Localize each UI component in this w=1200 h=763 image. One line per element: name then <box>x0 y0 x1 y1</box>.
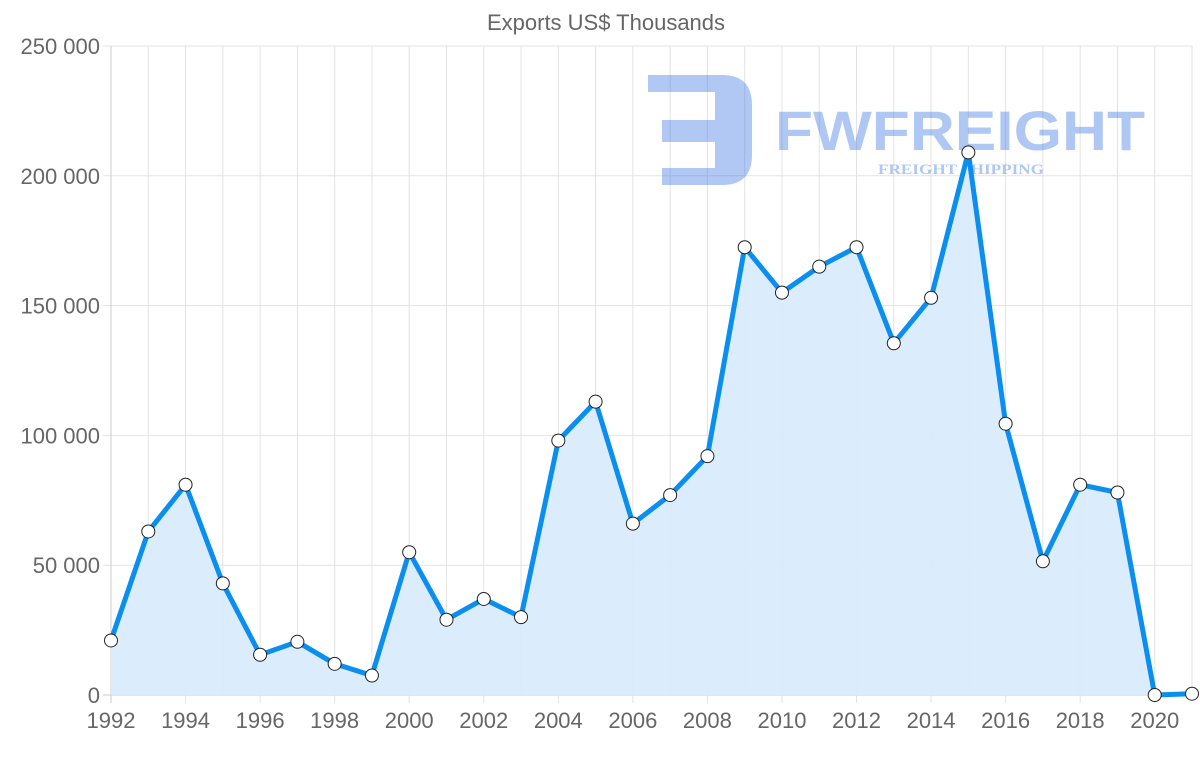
data-point-2008[interactable] <box>700 449 715 464</box>
x-tick-label: 2006 <box>608 708 657 733</box>
y-tick-label: 50 000 <box>33 553 100 578</box>
data-point-2015[interactable] <box>961 145 976 160</box>
data-point-1995[interactable] <box>215 576 230 591</box>
data-point-2014[interactable] <box>924 290 939 305</box>
data-point-2013[interactable] <box>886 336 901 351</box>
x-axis: 1992 1994 1996 1998 2000 2002 2004 2006 2008 2010… <box>87 708 1180 733</box>
watermark-brand: FWFREIGHT <box>775 99 1145 162</box>
y-tick-label: 0 <box>88 683 100 708</box>
y-tick-label: 150 000 <box>20 294 100 319</box>
x-tick-label: 1998 <box>310 708 359 733</box>
data-point-2016[interactable] <box>998 416 1013 431</box>
y-tick-label: 200 000 <box>20 164 100 189</box>
x-tick-label: 2012 <box>832 708 881 733</box>
data-point-1992[interactable] <box>104 633 118 648</box>
x-tick-label: 2010 <box>757 708 806 733</box>
data-point-2002[interactable] <box>476 591 491 606</box>
data-point-2011[interactable] <box>812 259 827 274</box>
y-axis: 0 50 000 100 000 150 000 200 000 250 000 <box>20 34 100 708</box>
watermark-logo: FWFREIGHT FREIGHT SHIPPING <box>648 75 1145 185</box>
x-tick-label: 1996 <box>236 708 285 733</box>
data-point-2007[interactable] <box>663 488 678 503</box>
data-point-2020[interactable] <box>1147 688 1162 702</box>
data-point-1999[interactable] <box>364 668 379 683</box>
data-point-2004[interactable] <box>551 433 566 448</box>
data-point-2001[interactable] <box>439 612 454 627</box>
data-point-1997[interactable] <box>290 634 305 649</box>
data-point-2021[interactable] <box>1185 686 1199 701</box>
x-tick-label: 2008 <box>683 708 732 733</box>
x-tick-label: 1992 <box>87 708 136 733</box>
x-tick-label: 2016 <box>981 708 1030 733</box>
data-point-1993[interactable] <box>141 524 156 539</box>
data-point-1998[interactable] <box>327 656 342 671</box>
data-point-2000[interactable] <box>402 545 417 560</box>
x-tick-label: 2000 <box>385 708 434 733</box>
data-points <box>104 145 1199 702</box>
data-point-2010[interactable] <box>774 285 789 300</box>
data-point-2006[interactable] <box>625 516 640 531</box>
x-tick-label: 2020 <box>1130 708 1179 733</box>
x-tick-label: 1994 <box>161 708 210 733</box>
x-tick-label: 2014 <box>907 708 956 733</box>
data-point-1994[interactable] <box>178 477 193 492</box>
x-tick-label: 2002 <box>459 708 508 733</box>
chart-title: Exports US$ Thousands <box>487 10 725 35</box>
data-point-2005[interactable] <box>588 394 603 409</box>
data-point-2003[interactable] <box>514 610 529 625</box>
x-tick-label: 2018 <box>1056 708 1105 733</box>
y-tick-label: 250 000 <box>20 34 100 59</box>
x-tick-label: 2004 <box>534 708 583 733</box>
data-point-2009[interactable] <box>737 240 752 255</box>
data-point-2018[interactable] <box>1073 477 1088 492</box>
logo-icon <box>648 75 752 185</box>
data-point-1996[interactable] <box>253 647 268 662</box>
data-point-2012[interactable] <box>849 240 864 255</box>
data-point-2017[interactable] <box>1035 554 1050 569</box>
data-point-2019[interactable] <box>1110 485 1125 500</box>
area-fill <box>111 152 1192 695</box>
watermark-tagline: FREIGHT SHIPPING <box>878 162 1044 178</box>
y-tick-label: 100 000 <box>20 423 100 448</box>
